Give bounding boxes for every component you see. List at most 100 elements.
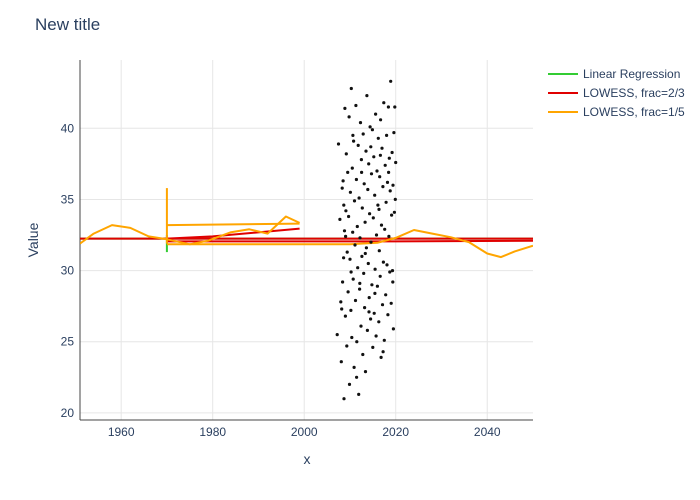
plot-area — [80, 79, 533, 401]
data-point — [393, 105, 397, 109]
data-point — [370, 283, 374, 287]
data-point — [388, 189, 392, 193]
data-point — [390, 269, 395, 273]
legend[interactable]: Linear Regression LOWESS, frac=2/3 LOWESS,… — [548, 67, 685, 119]
data-point — [375, 284, 379, 288]
data-point — [363, 251, 367, 256]
data-point — [358, 236, 362, 240]
data-point — [352, 199, 357, 203]
data-point — [391, 327, 395, 331]
data-point — [341, 280, 345, 284]
data-point — [340, 307, 344, 311]
x-tick-label: 2000 — [291, 425, 318, 439]
data-point — [376, 203, 380, 207]
data-point — [363, 370, 368, 374]
data-point — [341, 179, 345, 183]
data-point — [359, 158, 363, 162]
data-point — [377, 249, 381, 253]
data-point — [379, 118, 383, 122]
data-point — [349, 270, 353, 274]
data-point — [335, 333, 339, 337]
data-point — [344, 152, 348, 156]
data-point — [371, 216, 375, 220]
legend-item-linear-regression[interactable]: Linear Regression — [548, 67, 680, 81]
data-point — [383, 163, 387, 167]
data-point — [385, 133, 389, 137]
data-point — [384, 293, 388, 297]
data-point — [380, 303, 385, 307]
data-point — [355, 224, 359, 229]
chart-title: New title — [35, 15, 100, 34]
data-point — [365, 328, 369, 332]
legend-item-lowess-frac-2-3[interactable]: LOWESS, frac=2/3 — [548, 86, 685, 100]
data-point — [377, 320, 381, 324]
data-point — [390, 213, 394, 217]
data-point — [392, 131, 396, 135]
legend-item-lowess-frac-1-5[interactable]: LOWESS, frac=1/5 — [548, 105, 685, 119]
data-point — [349, 308, 353, 312]
data-point — [343, 314, 347, 318]
data-point — [382, 101, 386, 105]
data-point — [345, 250, 349, 254]
data-point — [386, 105, 390, 109]
data-point — [360, 170, 364, 174]
data-point — [345, 344, 349, 348]
data-point — [353, 243, 357, 247]
data-point — [371, 345, 375, 349]
data-point — [363, 306, 367, 310]
data-point — [351, 230, 355, 234]
legend-label: Linear Regression — [583, 67, 680, 81]
data-point — [391, 183, 395, 187]
data-point — [364, 149, 368, 153]
data-point — [339, 360, 343, 364]
data-point — [385, 263, 389, 267]
data-point — [367, 310, 371, 314]
data-point — [381, 350, 385, 354]
data-point — [352, 139, 356, 143]
legend-label: LOWESS, frac=1/5 — [583, 105, 685, 119]
data-point — [351, 277, 355, 281]
y-tick-label: 20 — [61, 406, 75, 420]
data-point — [346, 170, 350, 174]
data-point — [374, 233, 379, 237]
data-point — [391, 280, 395, 284]
data-point — [379, 223, 384, 227]
data-point — [358, 287, 362, 291]
data-point — [369, 317, 373, 321]
data-point — [385, 180, 390, 184]
data-point — [378, 153, 382, 157]
data-point — [389, 79, 393, 83]
data-point — [357, 196, 361, 200]
data-point — [344, 234, 348, 238]
data-point — [378, 274, 382, 278]
data-point — [386, 313, 390, 317]
data-point — [372, 311, 376, 315]
data-point — [378, 175, 382, 179]
data-point — [392, 210, 396, 214]
data-point — [360, 254, 364, 258]
data-point — [369, 172, 374, 176]
data-point — [375, 169, 379, 173]
data-point — [356, 143, 360, 147]
data-point — [369, 240, 373, 244]
data-point — [387, 156, 391, 160]
data-point — [376, 136, 380, 140]
x-tick-label: 1980 — [199, 425, 226, 439]
data-point — [373, 291, 377, 295]
data-point — [350, 335, 354, 340]
y-tick-label: 40 — [61, 121, 75, 135]
data-point — [344, 209, 348, 213]
data-point — [352, 365, 356, 369]
data-point — [347, 382, 352, 386]
data-point — [389, 301, 393, 305]
data-point — [387, 170, 391, 174]
data-point — [373, 267, 377, 271]
data-point — [338, 217, 342, 221]
x-axis-label: x — [304, 451, 311, 467]
data-point — [374, 334, 378, 338]
data-point — [358, 281, 362, 285]
data-point — [382, 338, 386, 342]
data-point — [381, 260, 385, 264]
data-point — [358, 121, 363, 125]
series-lowess-frac-2-3-line — [166, 239, 533, 243]
